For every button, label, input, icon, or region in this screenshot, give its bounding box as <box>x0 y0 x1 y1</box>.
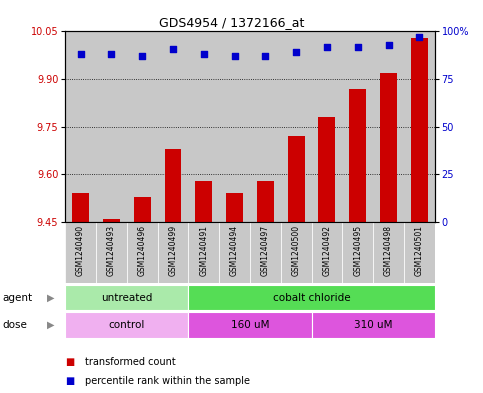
Point <box>231 53 239 59</box>
Text: GSM1240498: GSM1240498 <box>384 225 393 276</box>
Text: transformed count: transformed count <box>85 356 175 367</box>
Point <box>292 49 300 55</box>
Point <box>77 51 85 57</box>
Text: agent: agent <box>2 293 32 303</box>
Text: GSM1240495: GSM1240495 <box>353 225 362 276</box>
Point <box>200 51 208 57</box>
Bar <box>318 117 335 222</box>
Text: ▶: ▶ <box>47 320 55 330</box>
Bar <box>226 193 243 222</box>
Bar <box>157 222 188 283</box>
Point <box>323 44 331 50</box>
Text: GDS4954 / 1372166_at: GDS4954 / 1372166_at <box>159 16 304 29</box>
Bar <box>312 312 435 338</box>
Bar <box>288 136 305 222</box>
Text: ■: ■ <box>65 356 74 367</box>
Text: percentile rank within the sample: percentile rank within the sample <box>85 376 250 386</box>
Point <box>261 53 269 59</box>
Bar <box>103 219 120 222</box>
Bar <box>411 38 428 222</box>
Bar <box>250 222 281 283</box>
Bar <box>165 149 182 222</box>
Bar <box>312 222 342 283</box>
Text: 310 uM: 310 uM <box>354 320 392 330</box>
Text: GSM1240496: GSM1240496 <box>138 225 147 276</box>
Bar <box>188 222 219 283</box>
Text: GSM1240497: GSM1240497 <box>261 225 270 276</box>
Point <box>169 46 177 52</box>
Bar <box>65 285 188 310</box>
Point <box>415 34 423 40</box>
Bar <box>96 222 127 283</box>
Bar <box>134 196 151 222</box>
Bar <box>380 73 397 222</box>
Bar <box>195 181 212 222</box>
Bar <box>404 222 435 283</box>
Bar <box>72 193 89 222</box>
Bar <box>342 222 373 283</box>
Bar <box>188 285 435 310</box>
Text: control: control <box>109 320 145 330</box>
Bar <box>65 312 188 338</box>
Text: GSM1240493: GSM1240493 <box>107 225 116 276</box>
Text: dose: dose <box>2 320 28 330</box>
Bar <box>281 222 312 283</box>
Text: GSM1240501: GSM1240501 <box>415 225 424 276</box>
Text: ■: ■ <box>65 376 74 386</box>
Text: GSM1240492: GSM1240492 <box>323 225 331 276</box>
Text: GSM1240500: GSM1240500 <box>292 225 300 276</box>
Text: GSM1240490: GSM1240490 <box>76 225 85 276</box>
Bar <box>219 222 250 283</box>
Text: untreated: untreated <box>101 293 153 303</box>
Point <box>384 42 392 48</box>
Text: cobalt chloride: cobalt chloride <box>273 293 350 303</box>
Text: 160 uM: 160 uM <box>231 320 269 330</box>
Text: ▶: ▶ <box>47 293 55 303</box>
Bar <box>188 312 312 338</box>
Text: GSM1240491: GSM1240491 <box>199 225 208 276</box>
Text: GSM1240499: GSM1240499 <box>169 225 177 276</box>
Point <box>354 44 362 50</box>
Point <box>138 53 146 59</box>
Bar <box>349 89 366 222</box>
Bar <box>257 181 274 222</box>
Bar <box>65 222 96 283</box>
Point <box>108 51 115 57</box>
Bar <box>127 222 157 283</box>
Text: GSM1240494: GSM1240494 <box>230 225 239 276</box>
Bar <box>373 222 404 283</box>
